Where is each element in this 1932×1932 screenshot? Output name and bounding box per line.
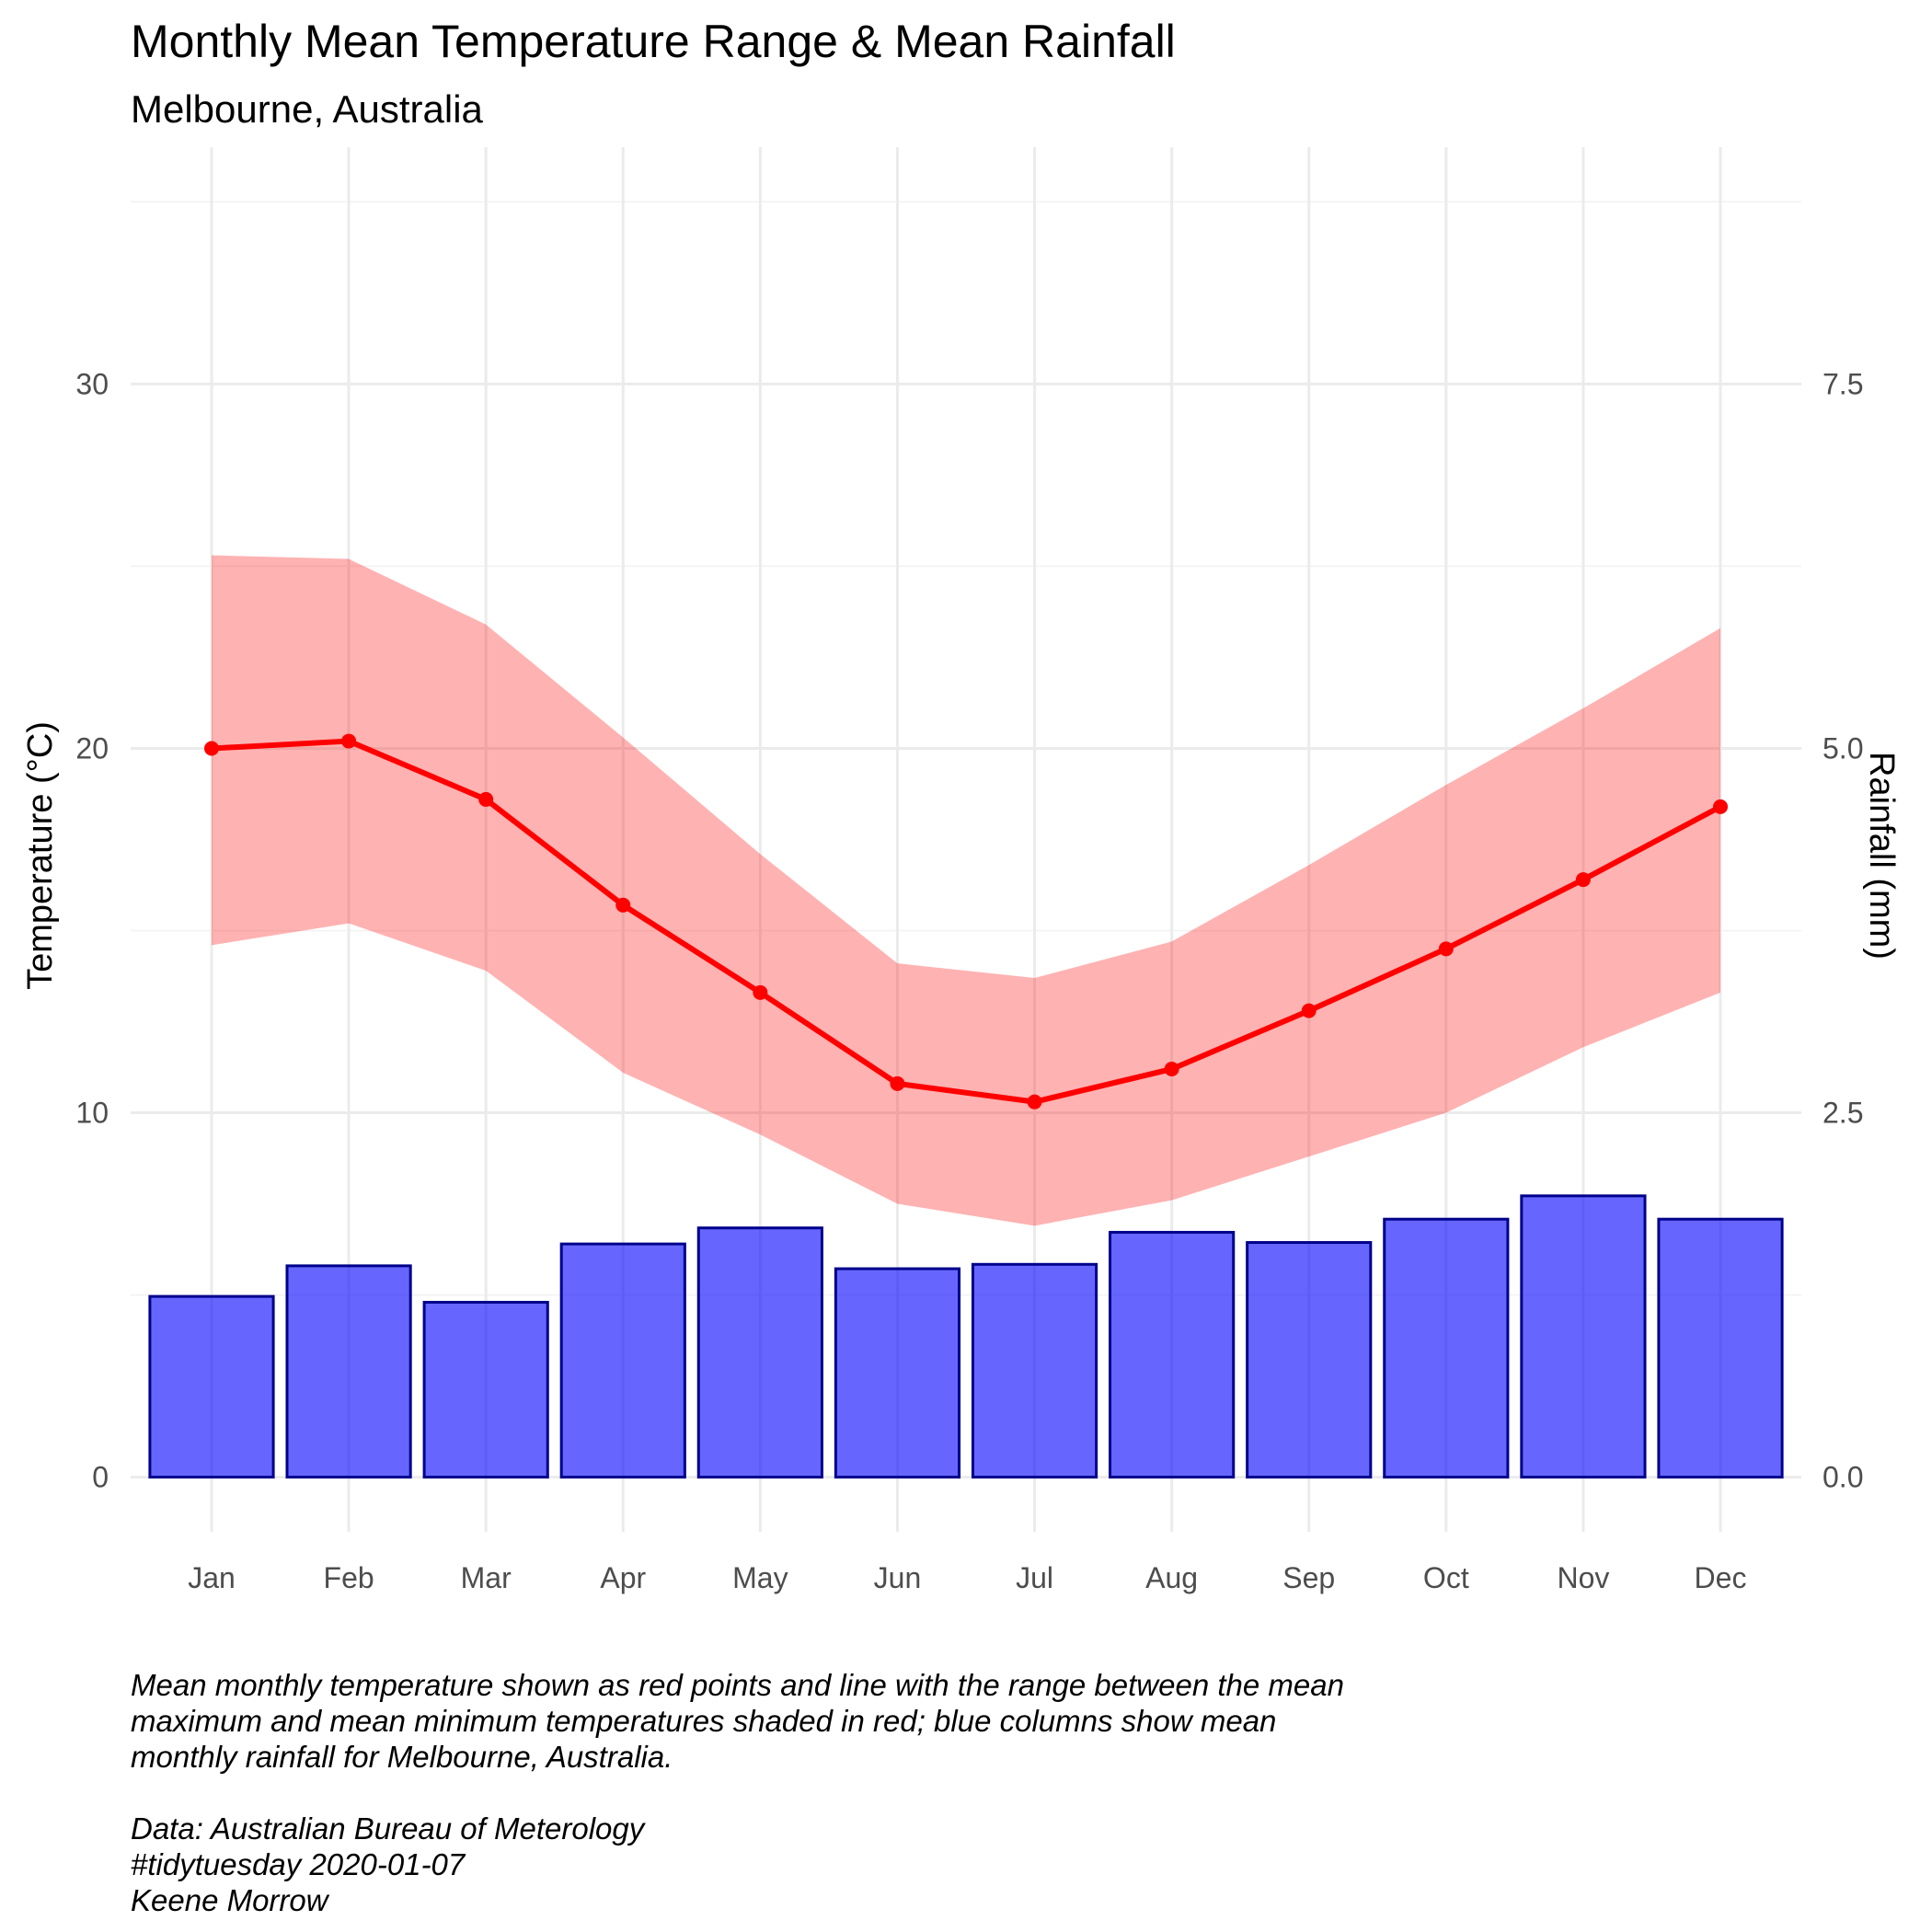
temperature-mean-point xyxy=(1027,1094,1042,1110)
temperature-mean-line xyxy=(211,738,1722,1105)
temperature-mean-line-path xyxy=(211,738,1722,1105)
rainfall-bar xyxy=(1383,1217,1510,1479)
x-tick-label: Apr xyxy=(600,1561,646,1594)
x-tick-label: Sep xyxy=(1282,1561,1335,1594)
caption-line: monthly rainfall for Melbourne, Australi… xyxy=(131,1740,673,1774)
x-tick-label: Jul xyxy=(1016,1561,1053,1594)
rainfall-bar xyxy=(1109,1230,1236,1479)
temperature-mean-points xyxy=(204,733,1728,1110)
y2-tick-label: 0.0 xyxy=(1823,1461,1863,1494)
y-tick-label: 0 xyxy=(92,1461,109,1494)
x-axis-ticks: Jan Feb Mar Apr May Jun Jul Aug Sep Oct … xyxy=(188,1561,1746,1594)
x-tick-label: Nov xyxy=(1557,1561,1609,1594)
y-axis-title: Temperature (°C) xyxy=(21,721,60,990)
caption-line: maximum and mean minimum temperatures sh… xyxy=(131,1704,1276,1738)
caption-line: Data: Australian Bureau of Meterology xyxy=(131,1811,647,1846)
caption-line: Mean monthly temperature shown as red po… xyxy=(131,1668,1344,1702)
x-tick-label: Dec xyxy=(1695,1561,1747,1594)
rainfall-bar xyxy=(834,1267,961,1479)
y-tick-label: 20 xyxy=(75,731,109,765)
x-tick-label: Jun xyxy=(874,1561,922,1594)
temperature-mean-point xyxy=(1438,941,1454,957)
temperature-mean-point xyxy=(341,733,357,749)
temperature-mean-point xyxy=(1301,1003,1317,1018)
y2-tick-label: 2.5 xyxy=(1823,1097,1863,1130)
temperature-mean-point xyxy=(1713,799,1728,814)
rainfall-bar xyxy=(285,1264,412,1479)
x-tick-label: May xyxy=(732,1561,788,1594)
caption-line: Keene Morrow xyxy=(131,1883,330,1917)
x-tick-label: Oct xyxy=(1423,1561,1469,1594)
rainfall-bar xyxy=(696,1226,823,1479)
y2-axis-title: Rainfall (mm) xyxy=(1862,752,1901,960)
y-axis-ticks: 0 10 20 30 xyxy=(75,367,109,1493)
caption-line: #tidytuesday 2020-01-07 xyxy=(131,1847,466,1881)
temperature-range-area xyxy=(212,555,1720,1226)
y2-tick-label: 7.5 xyxy=(1823,367,1863,400)
x-tick-label: Feb xyxy=(324,1561,374,1594)
chart-title: Monthly Mean Temperature Range & Mean Ra… xyxy=(131,16,1176,67)
temperature-mean-point xyxy=(1575,872,1591,888)
temperature-mean-point xyxy=(1164,1062,1179,1077)
rainfall-bar xyxy=(1657,1217,1784,1479)
x-tick-label: Aug xyxy=(1145,1561,1198,1594)
temperature-mean-point xyxy=(478,791,494,807)
chart-subtitle: Melbourne, Australia xyxy=(131,87,484,131)
rainfall-bar xyxy=(148,1294,275,1479)
rainfall-bar xyxy=(1520,1194,1647,1479)
y2-axis-ticks: 0.0 2.5 5.0 7.5 xyxy=(1823,367,1863,1493)
y2-tick-label: 5.0 xyxy=(1823,731,1863,765)
temperature-mean-point xyxy=(890,1075,905,1091)
rainfall-bar xyxy=(559,1242,686,1479)
temperature-mean-point xyxy=(753,984,768,1000)
x-tick-label: Mar xyxy=(461,1561,512,1594)
temperature-mean-point xyxy=(204,741,219,756)
x-tick-label: Jan xyxy=(188,1561,236,1594)
caption: Mean monthly temperature shown as red po… xyxy=(131,1668,1344,1917)
y-tick-label: 10 xyxy=(75,1097,109,1130)
rainfall-bar xyxy=(1246,1241,1373,1479)
temperature-range-band xyxy=(212,555,1720,1226)
rainfall-bar xyxy=(422,1300,549,1479)
rainfall-bar xyxy=(971,1262,1098,1479)
y-tick-label: 30 xyxy=(75,367,109,400)
temperature-mean-point xyxy=(615,897,631,913)
rainfall-bars xyxy=(148,1194,1784,1479)
